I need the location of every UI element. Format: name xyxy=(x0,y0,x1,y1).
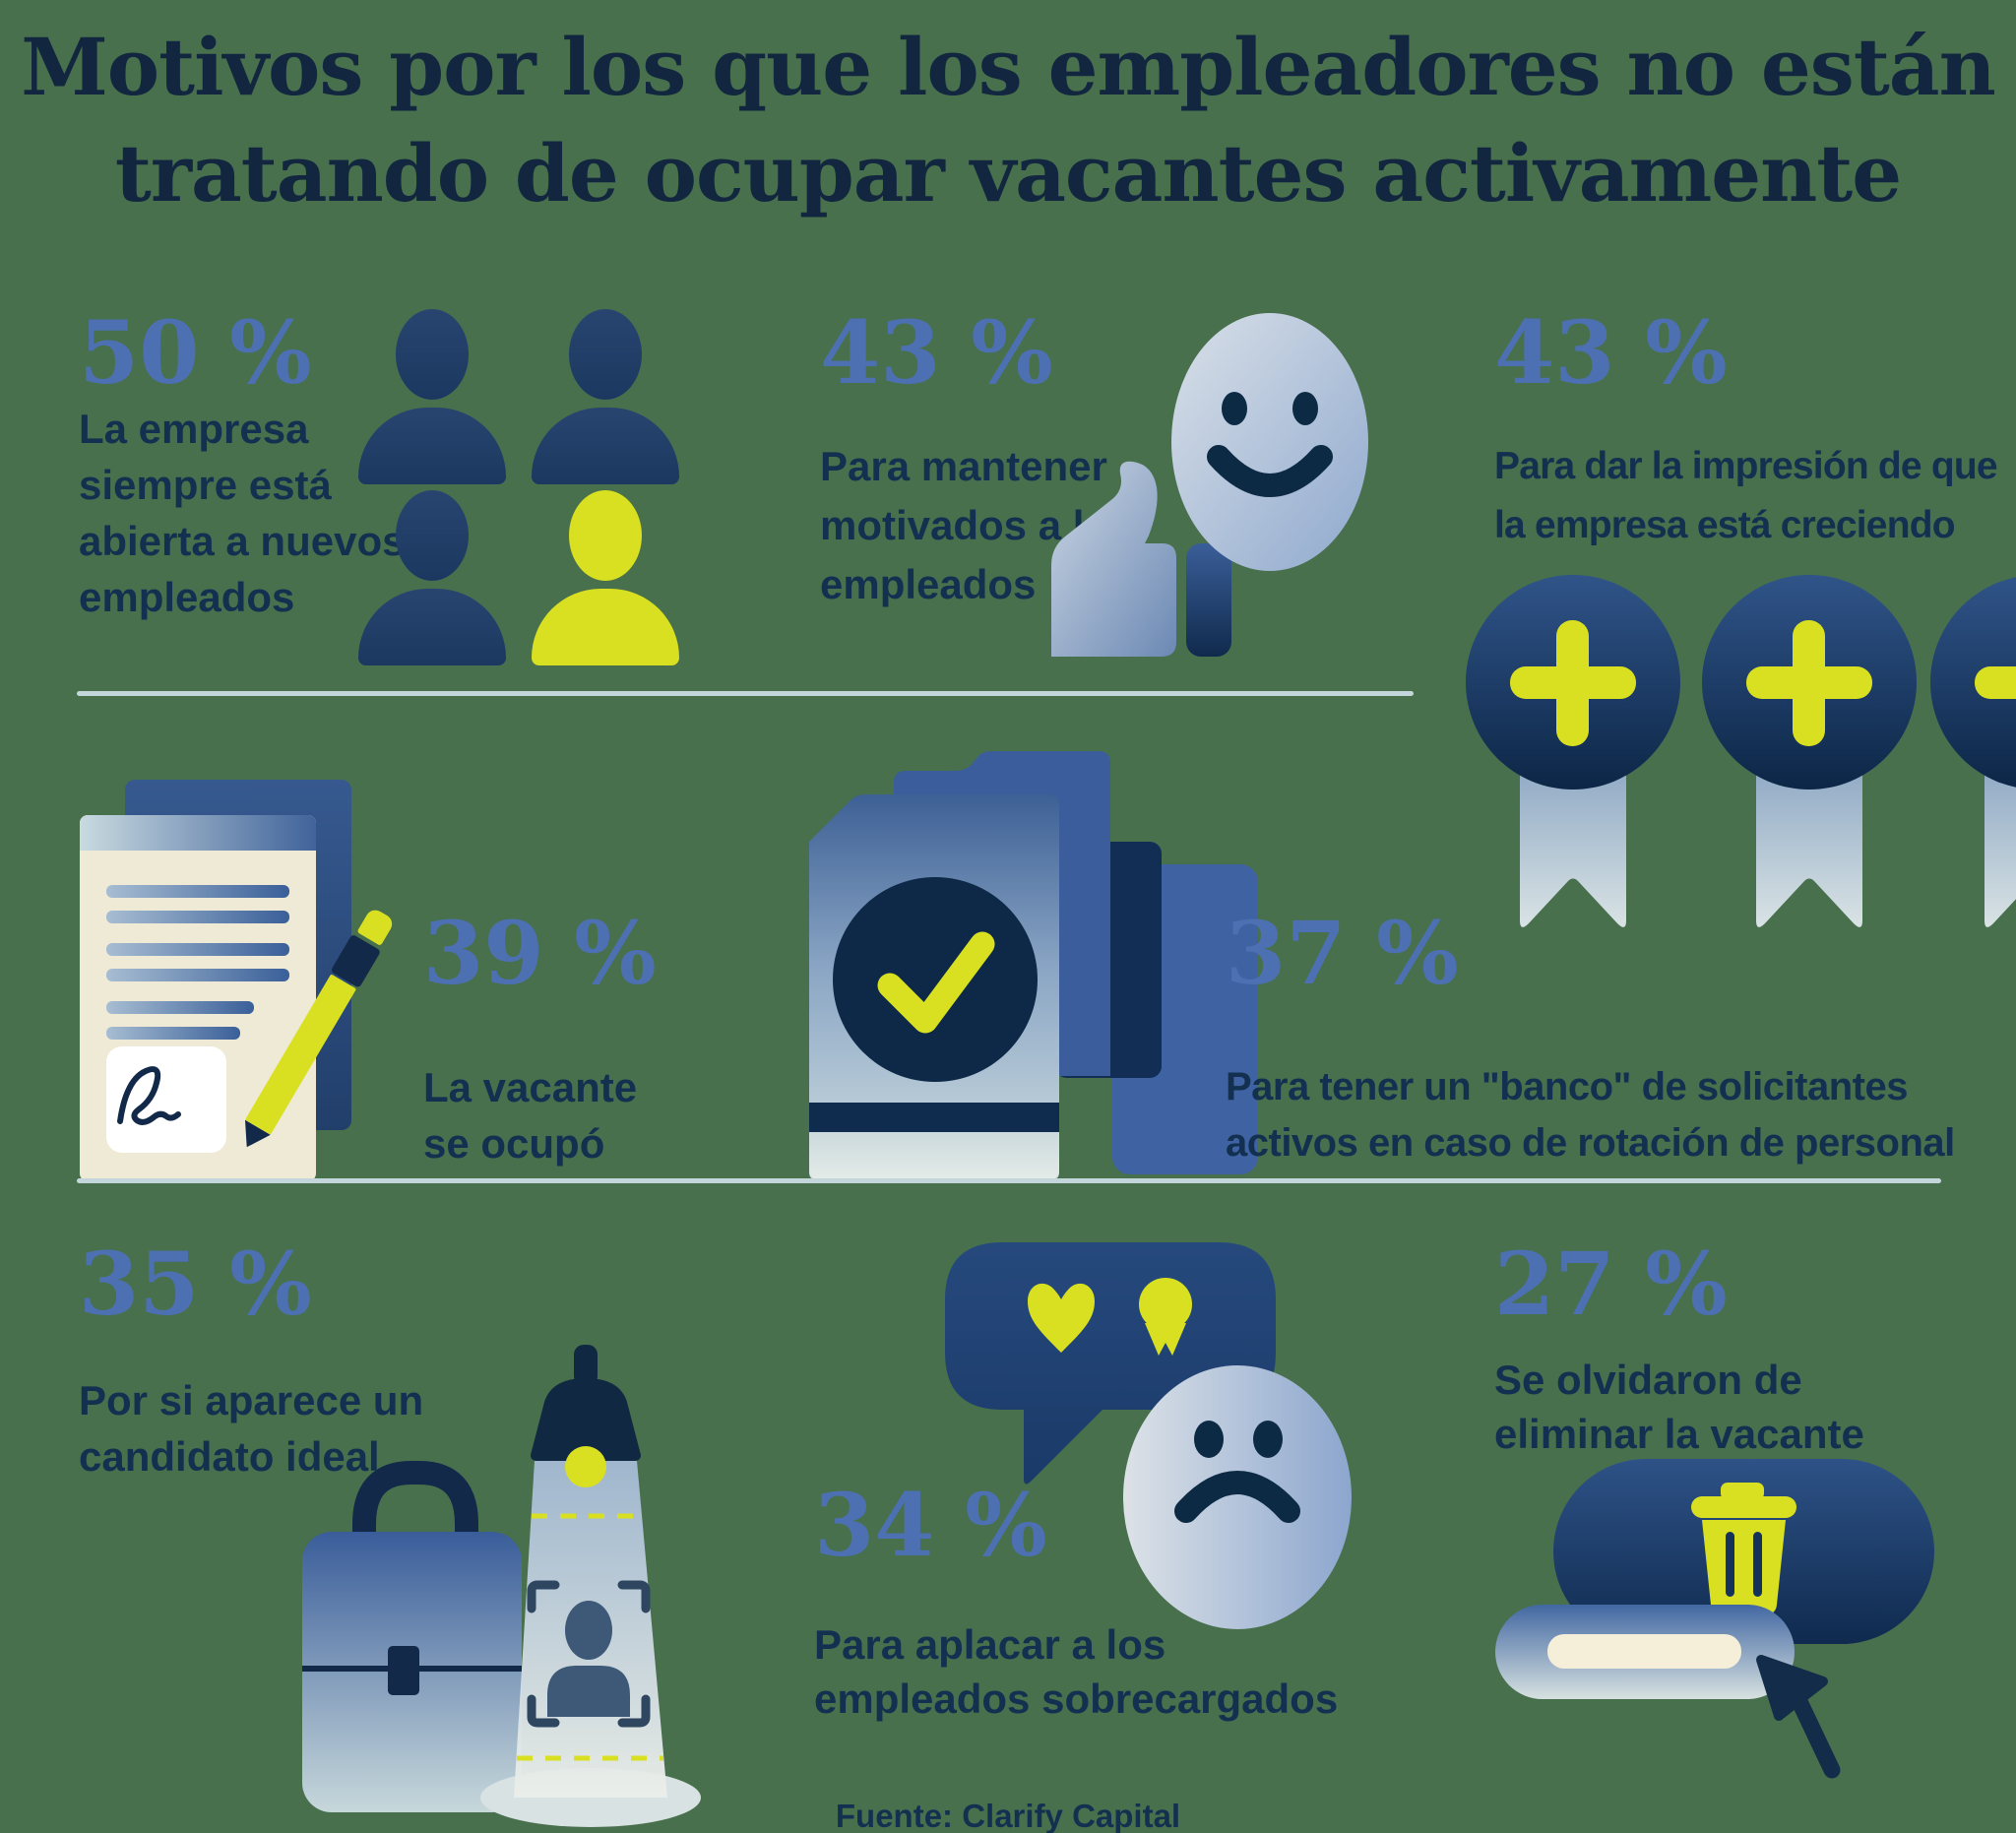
stat-label-line: Por si aparece un xyxy=(79,1377,424,1423)
page-title: Motivos por los que los empleadores no e… xyxy=(0,14,2016,226)
stat-label-line: Para aplacar a los xyxy=(814,1621,1166,1668)
focus-frame-icon xyxy=(527,1580,651,1728)
stat-label-line: La empresa xyxy=(79,406,309,452)
candidate-icon xyxy=(547,1666,630,1717)
stat-value-39: 39 % xyxy=(423,902,657,1004)
sad-face-icon xyxy=(1123,1365,1352,1629)
section-divider xyxy=(77,1178,1941,1183)
stat-label-50: La empresa siempre está abierta a nuevos… xyxy=(79,401,405,625)
person-icon-highlighted xyxy=(532,490,679,665)
lamp-icon xyxy=(531,1378,641,1461)
stat-label-line: activos en caso de rotación de personal xyxy=(1226,1121,1955,1165)
smiley-face-icon xyxy=(1171,313,1368,571)
stat-label-line: eliminar la vacante xyxy=(1494,1411,1864,1457)
stat-label-line: la empresa está creciendo xyxy=(1494,504,1956,546)
stat-label-27: Se olvidaron de eliminar la vacante xyxy=(1494,1353,1864,1461)
stat-label-line: Se olvidaron de xyxy=(1494,1357,1802,1403)
stat-value-27: 27 % xyxy=(1494,1233,1728,1335)
heart-icon xyxy=(1028,1283,1095,1353)
cursor-icon xyxy=(1756,1655,1841,1779)
stat-label-37: Para tener un "banco" de solicitantes ac… xyxy=(1226,1059,1955,1171)
stat-value-43b: 43 % xyxy=(1494,301,1728,404)
medal-plus-icon xyxy=(1700,574,1919,960)
award-person-icon xyxy=(1139,1278,1192,1331)
thumbs-up-icon xyxy=(1051,461,1231,657)
stat-value-50: 50 % xyxy=(79,301,312,404)
stat-label-line: La vacante xyxy=(423,1064,638,1110)
signature-box xyxy=(106,1046,226,1153)
page-title-line2: tratando de ocupar vacantes activamente xyxy=(114,127,1902,220)
briefcase-handle xyxy=(352,1461,478,1546)
stat-value-37: 37 % xyxy=(1226,902,1459,1004)
person-icon xyxy=(358,309,506,484)
stat-label-35: Por si aparece un candidato ideal xyxy=(79,1372,423,1485)
page-title-line1: Motivos por los que los empleadores no e… xyxy=(21,21,1996,113)
stat-label-line: siempre está xyxy=(79,462,332,508)
stat-label-line: Para mantener xyxy=(820,443,1107,489)
stat-label-line: Para dar la impresión de que xyxy=(1494,445,1998,487)
signed-document-icon xyxy=(74,778,409,1183)
medal-plus-icon xyxy=(1464,574,1682,960)
delete-vacancy-icon xyxy=(1495,1459,1934,1779)
medal-plus-icon xyxy=(1928,574,2016,960)
stat-label-line: candidato ideal xyxy=(79,1433,380,1480)
button-label-bar xyxy=(1547,1634,1741,1669)
folder-check-icon xyxy=(809,751,1258,1179)
candidate-spotlight-icon xyxy=(302,1345,701,1827)
stat-label-line: empleados xyxy=(79,574,295,620)
bulb-icon xyxy=(565,1446,606,1487)
stat-label-line: empleados xyxy=(820,561,1037,607)
stat-label-line: Para tener un "banco" de solicitantes xyxy=(1226,1065,1908,1108)
stat-value-35: 35 % xyxy=(79,1233,312,1335)
stat-label-43b: Para dar la impresión de que la empresa … xyxy=(1494,437,1998,555)
trash-icon xyxy=(1691,1483,1796,1614)
stat-label-line: se ocupó xyxy=(423,1120,605,1167)
person-icon xyxy=(358,490,506,665)
section-divider xyxy=(77,691,1414,696)
chat-bubble-icon xyxy=(945,1242,1276,1485)
person-icon xyxy=(532,309,679,484)
signature-icon xyxy=(117,1066,181,1125)
stat-label-34: Para aplacar a los empleados sobrecargad… xyxy=(814,1617,1338,1726)
employees-group-icon xyxy=(358,309,683,667)
stat-value-34: 34 % xyxy=(814,1474,1047,1576)
source-text: Fuente: Clarify Capital xyxy=(835,1798,1181,1833)
stat-label-line: empleados sobrecargados xyxy=(814,1675,1339,1722)
stat-label-line: abierta a nuevos xyxy=(79,518,406,564)
stat-value-43a: 43 % xyxy=(820,301,1053,404)
stat-label-39: La vacante se ocupó xyxy=(423,1059,637,1171)
